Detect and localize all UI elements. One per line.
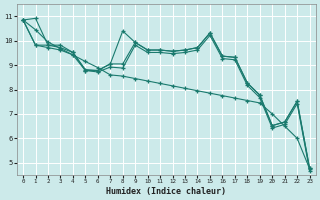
X-axis label: Humidex (Indice chaleur): Humidex (Indice chaleur): [106, 187, 226, 196]
